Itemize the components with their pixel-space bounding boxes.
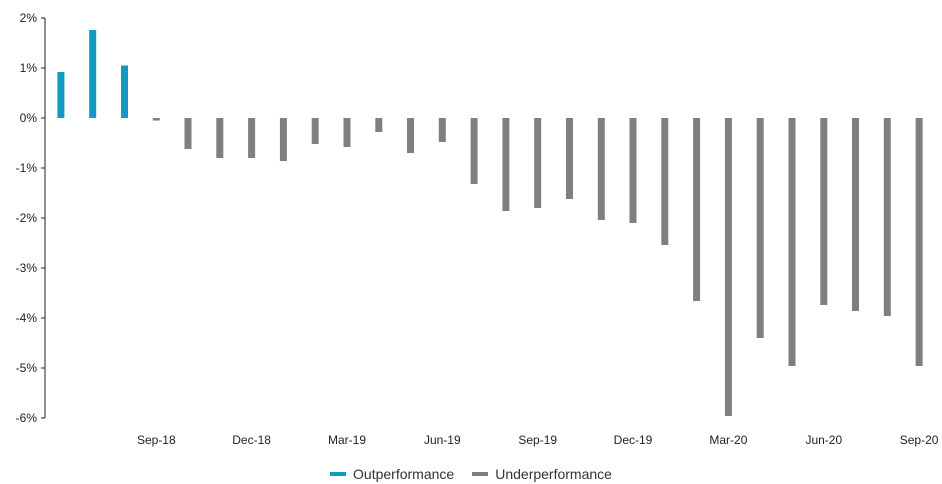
y-tick-label: -1% <box>16 161 38 175</box>
bar-underperformance <box>438 118 446 142</box>
x-tick-label: Dec-19 <box>614 433 653 447</box>
y-tick-label: 1% <box>20 61 38 75</box>
legend-swatch-underperformance <box>472 472 489 476</box>
bar-underperformance <box>566 118 573 199</box>
bar-outperformance <box>57 72 65 118</box>
x-tick-label: Sep-20 <box>900 433 939 447</box>
bars <box>57 30 923 416</box>
bar-underperformance <box>534 118 542 208</box>
y-axis: 2% 1% 0% -1% -2% -3% -4% -5% -6% <box>16 11 46 425</box>
bar-underperformance <box>629 118 637 223</box>
bar-underperformance <box>788 118 796 366</box>
legend-item-underperformance: Underperformance <box>472 466 612 482</box>
x-tick-label: Jun-20 <box>805 433 842 447</box>
bar-outperformance <box>89 30 97 118</box>
x-tick-label: Mar-20 <box>709 433 747 447</box>
bar-underperformance <box>724 118 732 416</box>
y-tick-label: -3% <box>16 261 38 275</box>
bar-underperformance <box>915 118 923 366</box>
x-tick-label: Sep-18 <box>137 433 176 447</box>
x-tick-label: Sep-19 <box>518 433 557 447</box>
y-tick-label: -2% <box>16 211 38 225</box>
x-axis-labels: Sep-18 Dec-18 Mar-19 Jun-19 Sep-19 Dec-19 Mar-… <box>137 433 939 447</box>
y-tick-label: -4% <box>16 311 38 325</box>
bar-underperformance <box>343 118 351 147</box>
bar-underperformance <box>693 118 701 301</box>
bar-underperformance <box>470 118 478 184</box>
performance-bar-chart: 2% 1% 0% -1% -2% -3% -4% -5% -6% Sep-18 Dec-18 Mar… <box>16 11 939 447</box>
legend-item-outperformance: Outperformance <box>330 466 454 482</box>
bar-underperformance <box>820 118 828 305</box>
bar-underperformance <box>597 118 605 220</box>
y-tick-label: -5% <box>16 361 38 375</box>
bar-underperformance <box>311 118 319 144</box>
y-tick-label: -6% <box>16 411 38 425</box>
bar-underperformance <box>502 118 510 211</box>
bar-outperformance <box>121 65 128 118</box>
bar-underperformance <box>279 118 287 161</box>
bar-underperformance <box>375 118 383 132</box>
y-tick-label: 2% <box>20 11 38 25</box>
bar-underperformance <box>152 118 160 121</box>
x-tick-label: Dec-18 <box>232 433 271 447</box>
legend-label-outperformance: Outperformance <box>353 466 455 482</box>
x-tick-label: Jun-19 <box>424 433 461 447</box>
bar-underperformance <box>883 118 891 316</box>
legend-label-underperformance: Underperformance <box>495 466 612 482</box>
bar-underperformance <box>184 118 192 149</box>
bar-underperformance <box>756 118 764 338</box>
legend: Outperformance Underperformance <box>0 466 942 482</box>
x-tick-label: Mar-19 <box>328 433 366 447</box>
bar-underperformance <box>248 118 256 158</box>
bar-underperformance <box>407 118 414 153</box>
bar-underperformance <box>852 118 859 311</box>
bar-underperformance <box>661 118 669 245</box>
y-tick-label: 0% <box>20 111 38 125</box>
bar-underperformance <box>216 118 224 158</box>
legend-swatch-outperformance <box>330 472 347 476</box>
